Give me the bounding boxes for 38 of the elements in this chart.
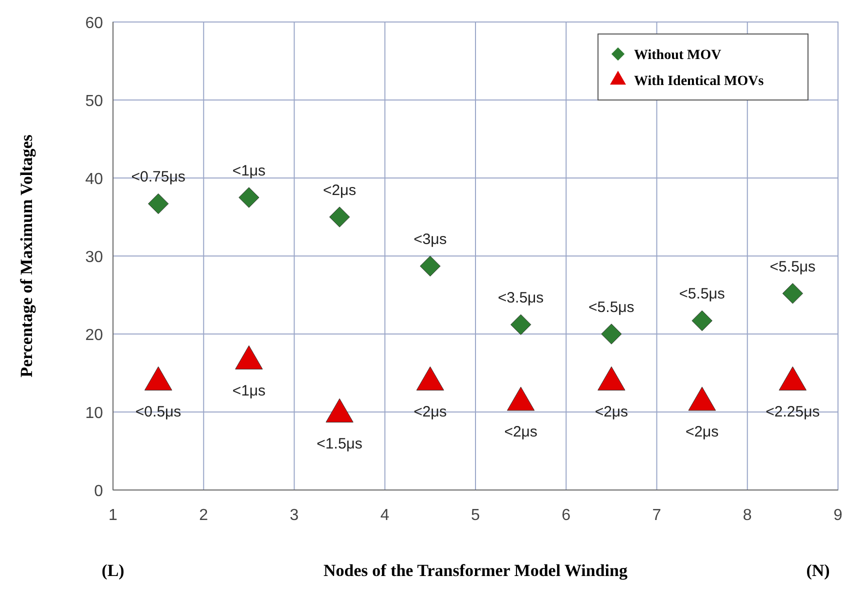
x-tick-label: 4 <box>380 507 390 524</box>
x-tick-label: 5 <box>471 507 480 524</box>
x-tick-label: 2 <box>199 507 208 524</box>
data-label: <2μs <box>504 424 538 441</box>
y-tick-label: 20 <box>85 327 104 344</box>
y-tick-label: 50 <box>85 93 104 110</box>
x-tick-label: 3 <box>290 507 299 524</box>
data-label: <2.25μs <box>766 403 820 420</box>
y-tick-label: 30 <box>85 249 104 266</box>
y-tick-label: 0 <box>94 483 104 500</box>
data-label: <1.5μs <box>316 435 362 452</box>
data-label: <5.5μs <box>588 299 634 316</box>
legend-label: Without MOV <box>634 48 722 63</box>
x-tick-label: 6 <box>562 507 571 524</box>
data-label: <0.75μs <box>131 168 186 186</box>
data-label: <1μs <box>232 382 266 400</box>
x-axis-title: Nodes of the Transformer Model Winding <box>324 561 628 580</box>
data-label: <2μs <box>594 403 628 420</box>
x-tick-label: 9 <box>834 507 843 524</box>
y-tick-label: 60 <box>85 15 104 32</box>
data-label: <3.5μs <box>498 290 544 307</box>
y-tick-label: 40 <box>85 171 104 188</box>
text: (L) <box>102 561 124 580</box>
x-tick-label: 7 <box>652 507 662 524</box>
data-label: <2μs <box>685 424 719 441</box>
y-tick-label: 10 <box>85 405 104 422</box>
text: (N) <box>806 561 830 580</box>
data-label: <2μs <box>322 182 356 199</box>
data-label: <2μs <box>414 403 447 420</box>
legend-label: With Identical MOVs <box>634 74 764 89</box>
data-label: <0.5μs <box>135 403 182 420</box>
data-label: <3μs <box>414 231 447 248</box>
data-label: <5.5μs <box>679 286 725 303</box>
y-axis-title: Percentage of Maximum Voltages <box>17 134 36 378</box>
x-tick-label: 8 <box>742 507 752 524</box>
data-label: <1μs <box>232 162 266 180</box>
x-tick-label: 1 <box>108 507 118 524</box>
data-label: <5.5μs <box>770 258 816 276</box>
